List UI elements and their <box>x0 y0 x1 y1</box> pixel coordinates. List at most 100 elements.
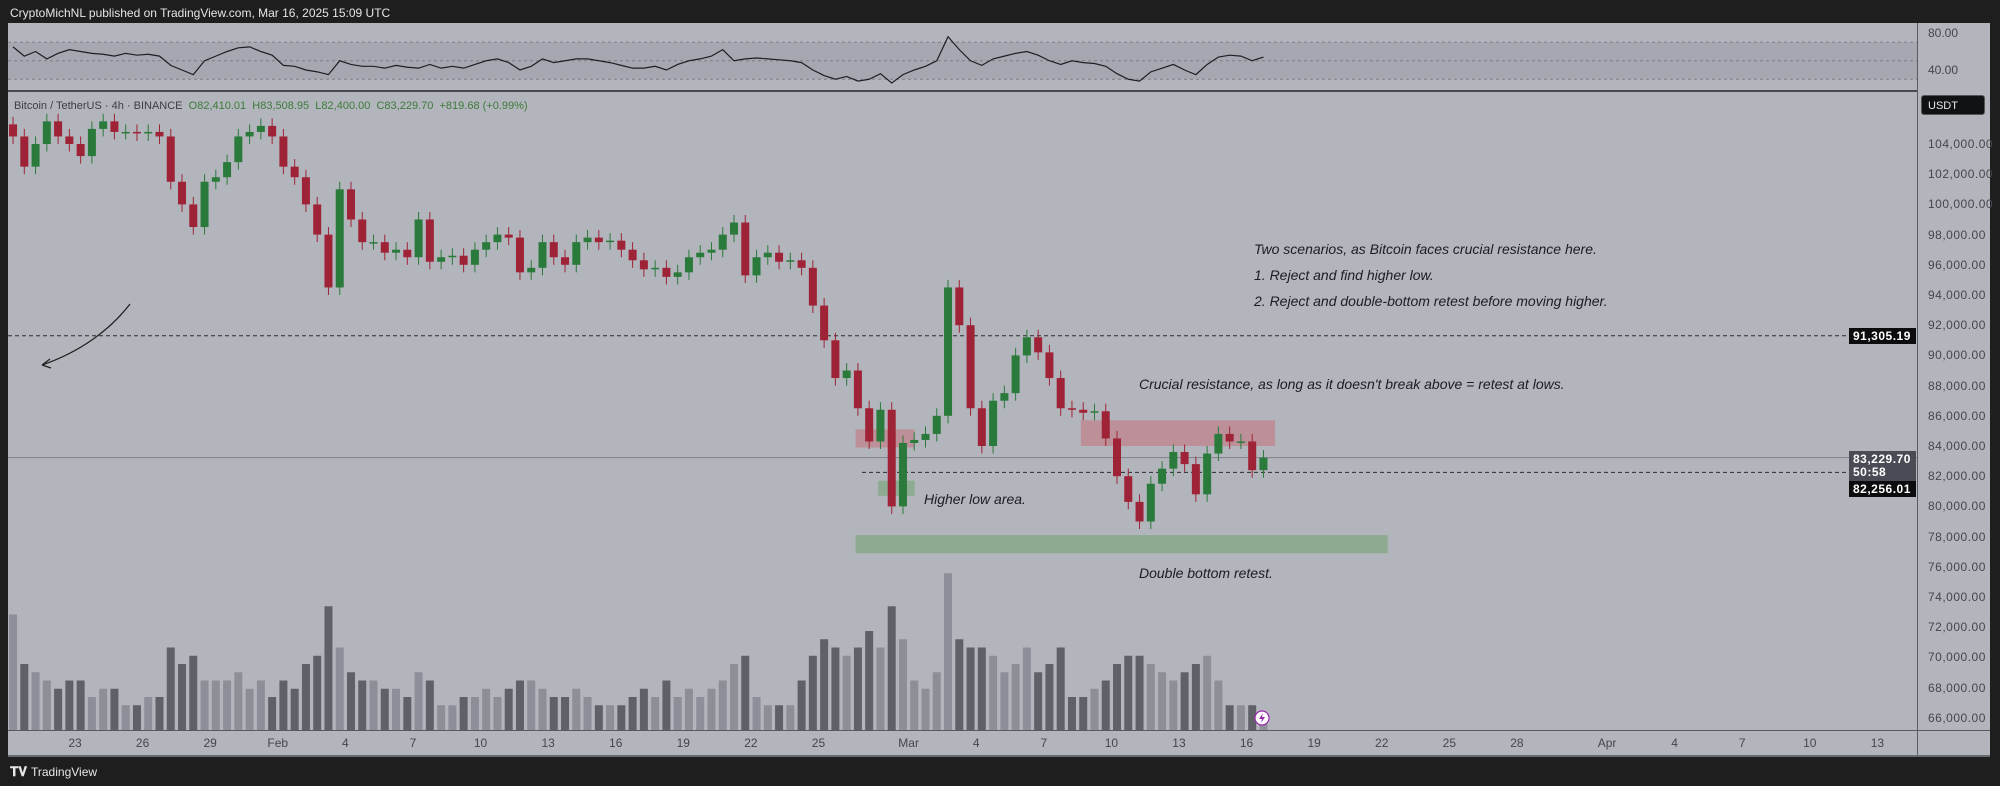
candle-body <box>76 144 85 157</box>
volume-bar <box>414 672 423 730</box>
candle-body <box>403 249 412 258</box>
volume-bar <box>437 705 446 730</box>
candle-body <box>290 166 299 178</box>
candle-body <box>245 131 254 137</box>
volume-bar <box>65 680 74 730</box>
pane-divider[interactable] <box>8 90 1917 92</box>
volume-bar <box>977 647 986 730</box>
candle-body <box>1045 352 1054 379</box>
volume-bar <box>1214 680 1223 730</box>
annotation-scenarios-title[interactable]: Two scenarios, as Bitcoin faces crucial … <box>1254 241 1597 257</box>
candle-body <box>9 124 18 137</box>
chart-bottom-edge <box>8 755 1990 757</box>
volume-bar <box>403 697 412 730</box>
volume-bar <box>730 664 739 730</box>
volume-bar <box>932 672 941 730</box>
price-tick: 68,000.00 <box>1928 680 1986 695</box>
volume-bar <box>1248 705 1257 730</box>
ohlc-close: C83,229.70 <box>376 100 434 112</box>
volume-bar <box>110 688 119 730</box>
candle-body <box>335 189 344 288</box>
annotation-higher-low[interactable]: Higher low area. <box>924 491 1026 507</box>
support-zone <box>878 480 915 496</box>
volume-bar <box>470 697 479 730</box>
time-tick: 28 <box>1510 736 1524 750</box>
volume-bar <box>234 672 243 730</box>
ohlc-high: H83,508.95 <box>252 100 310 112</box>
volume-bar <box>42 680 51 730</box>
volume-bar <box>448 705 457 730</box>
ohlc-low: L82,400.00 <box>315 100 371 112</box>
volume-bar <box>1158 672 1167 730</box>
ohlc-open: O82,410.01 <box>188 100 247 112</box>
symbol-name[interactable]: Bitcoin / TetherUS · 4h · BINANCE <box>14 100 183 112</box>
time-axis-border <box>8 730 1990 731</box>
candle-body <box>414 219 423 258</box>
volume-bar <box>9 614 18 730</box>
candle-body <box>527 267 536 273</box>
volume-bar <box>1079 697 1088 730</box>
candle-body <box>820 305 829 341</box>
time-tick: 4 <box>972 736 980 750</box>
volume-bar <box>718 680 727 730</box>
volume-bar <box>955 639 964 730</box>
volume-bar <box>335 647 344 730</box>
time-tick: 26 <box>135 736 150 750</box>
annotation-scenario-2[interactable]: 2. Reject and double-bottom retest befor… <box>1254 293 1608 309</box>
time-tick: 25 <box>1442 736 1457 750</box>
candle-body <box>707 249 716 253</box>
volume-bar <box>594 705 603 730</box>
volume-bar <box>887 606 896 730</box>
resistance-zone <box>1080 420 1276 446</box>
candle-body <box>178 181 187 205</box>
ohlc-change: +819.68 (+0.99%) <box>439 100 528 112</box>
candle-body <box>1124 476 1133 502</box>
volume-bar <box>515 680 524 730</box>
currency-selector[interactable]: USDT <box>1921 95 1985 115</box>
volume-bars <box>9 573 1268 730</box>
chart-panel[interactable] <box>8 23 1990 756</box>
candle-body <box>1158 468 1167 484</box>
candle-body <box>1022 337 1031 356</box>
annotation-double-bottom[interactable]: Double bottom retest. <box>1139 565 1273 581</box>
candle-body <box>166 136 175 182</box>
candle-body <box>301 177 310 205</box>
annotation-scenario-1[interactable]: 1. Reject and find higher low. <box>1254 267 1434 283</box>
candle-body <box>842 370 851 379</box>
candle-body <box>392 249 401 253</box>
candle-body <box>268 125 277 137</box>
symbol-legend[interactable]: Bitcoin / TetherUS · 4h · BINANCE O82,41… <box>14 100 528 112</box>
candle-body <box>977 408 986 446</box>
volume-bar <box>87 697 96 730</box>
footer-brand[interactable]: 𝐓𝐕 TradingView <box>10 764 97 780</box>
volume-bar <box>797 680 806 730</box>
candle-body <box>1214 433 1223 454</box>
support-zone <box>855 535 1388 554</box>
candle-body <box>211 177 220 182</box>
volume-bar <box>279 680 288 730</box>
annotation-resistance[interactable]: Crucial resistance, as long as it doesn'… <box>1139 376 1565 392</box>
rsi-line <box>12 35 1264 84</box>
time-tick: 29 <box>203 736 217 750</box>
candle-body <box>1225 433 1234 442</box>
candle-body <box>200 181 209 228</box>
candle-body <box>1191 464 1200 495</box>
time-tick: 13 <box>1870 736 1885 750</box>
volume-bar <box>763 705 772 730</box>
time-tick: Mar <box>898 736 919 750</box>
time-tick: 10 <box>473 736 488 750</box>
candle-body <box>425 219 434 262</box>
tradingview-logo-icon: 𝐓𝐕 <box>10 764 27 779</box>
volume-bar <box>1124 655 1133 730</box>
candle-body <box>786 260 795 262</box>
volume-bar <box>1056 647 1065 730</box>
rsi-tick: 40.00 <box>1928 63 1959 77</box>
volume-bar <box>1146 664 1155 730</box>
candle-body <box>989 400 998 446</box>
volume-bar <box>966 647 975 730</box>
volume-bar <box>617 705 626 730</box>
volume-bar <box>144 697 153 730</box>
candle-body <box>1180 452 1189 465</box>
volume-bar <box>346 672 355 730</box>
